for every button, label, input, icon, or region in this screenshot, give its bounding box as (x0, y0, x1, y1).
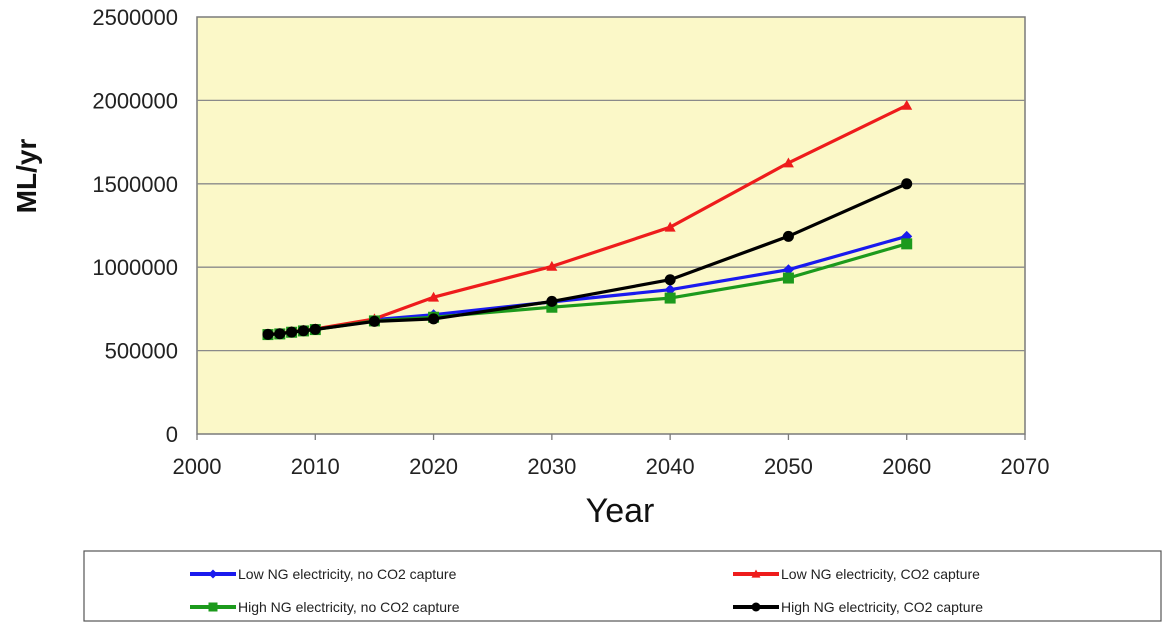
x-tick-label: 2030 (527, 454, 576, 479)
data-point (901, 238, 913, 250)
data-point (664, 221, 676, 232)
x-tick-label: 2070 (1001, 454, 1050, 479)
data-point (208, 602, 218, 612)
data-point (751, 602, 761, 612)
legend-entry: Low NG electricity, CO2 capture (733, 566, 980, 582)
data-point (297, 325, 309, 337)
x-tick-label: 2010 (291, 454, 340, 479)
legend: Low NG electricity, no CO2 capture Low NG… (190, 566, 983, 615)
data-point (901, 178, 913, 190)
data-point (546, 260, 558, 271)
data-point (428, 291, 440, 302)
y-tick-label: 500000 (105, 339, 178, 364)
data-point (208, 569, 218, 579)
data-point (428, 313, 440, 325)
y-tick-label: 2500000 (92, 5, 178, 30)
data-point (751, 569, 761, 578)
legend-entry: High NG electricity, CO2 capture (733, 599, 983, 615)
data-point (782, 272, 794, 284)
data-point (546, 301, 558, 313)
y-tick-label: 0 (166, 422, 178, 447)
series-4 (262, 178, 913, 340)
y-tick-label: 1500000 (92, 172, 178, 197)
y-axis-title: ML/yr (11, 139, 42, 214)
legend-entry: High NG electricity, no CO2 capture (190, 599, 460, 615)
x-tick-label: 2050 (764, 454, 813, 479)
data-point (664, 292, 676, 304)
data-point (782, 157, 794, 168)
gridlines (197, 99, 1025, 352)
x-tick-label: 2020 (409, 454, 458, 479)
data-point (664, 284, 676, 296)
data-point (286, 326, 298, 338)
data-point (546, 295, 558, 307)
data-point (368, 315, 380, 327)
data-point (782, 264, 794, 276)
data-point (901, 99, 913, 110)
x-tick-label: 2040 (646, 454, 695, 479)
legend-label: Low NG electricity, CO2 capture (781, 566, 980, 582)
x-tick-label: 2060 (882, 454, 931, 479)
data-point (782, 230, 794, 242)
y-axis-tick-labels: 0 500000 1000000 1500000 2000000 2500000 (92, 5, 178, 447)
series-layer (262, 99, 913, 341)
data-point (274, 328, 286, 340)
data-point (664, 274, 676, 286)
legend-label: Low NG electricity, no CO2 capture (238, 566, 457, 582)
y-tick-label: 2000000 (92, 88, 178, 113)
legend-label: High NG electricity, CO2 capture (781, 599, 983, 615)
x-tick-label: 2000 (173, 454, 222, 479)
x-axis-title: Year (586, 492, 655, 530)
x-axis-tick-labels: 2000 2010 2020 2030 2040 2050 2060 2070 (173, 434, 1050, 479)
y-tick-label: 1000000 (92, 255, 178, 280)
legend-entry: Low NG electricity, no CO2 capture (190, 566, 457, 582)
legend-label: High NG electricity, no CO2 capture (238, 599, 460, 615)
legend-box (83, 550, 1162, 622)
plot-area (196, 16, 1026, 435)
data-point (262, 328, 274, 340)
data-point (309, 323, 321, 335)
